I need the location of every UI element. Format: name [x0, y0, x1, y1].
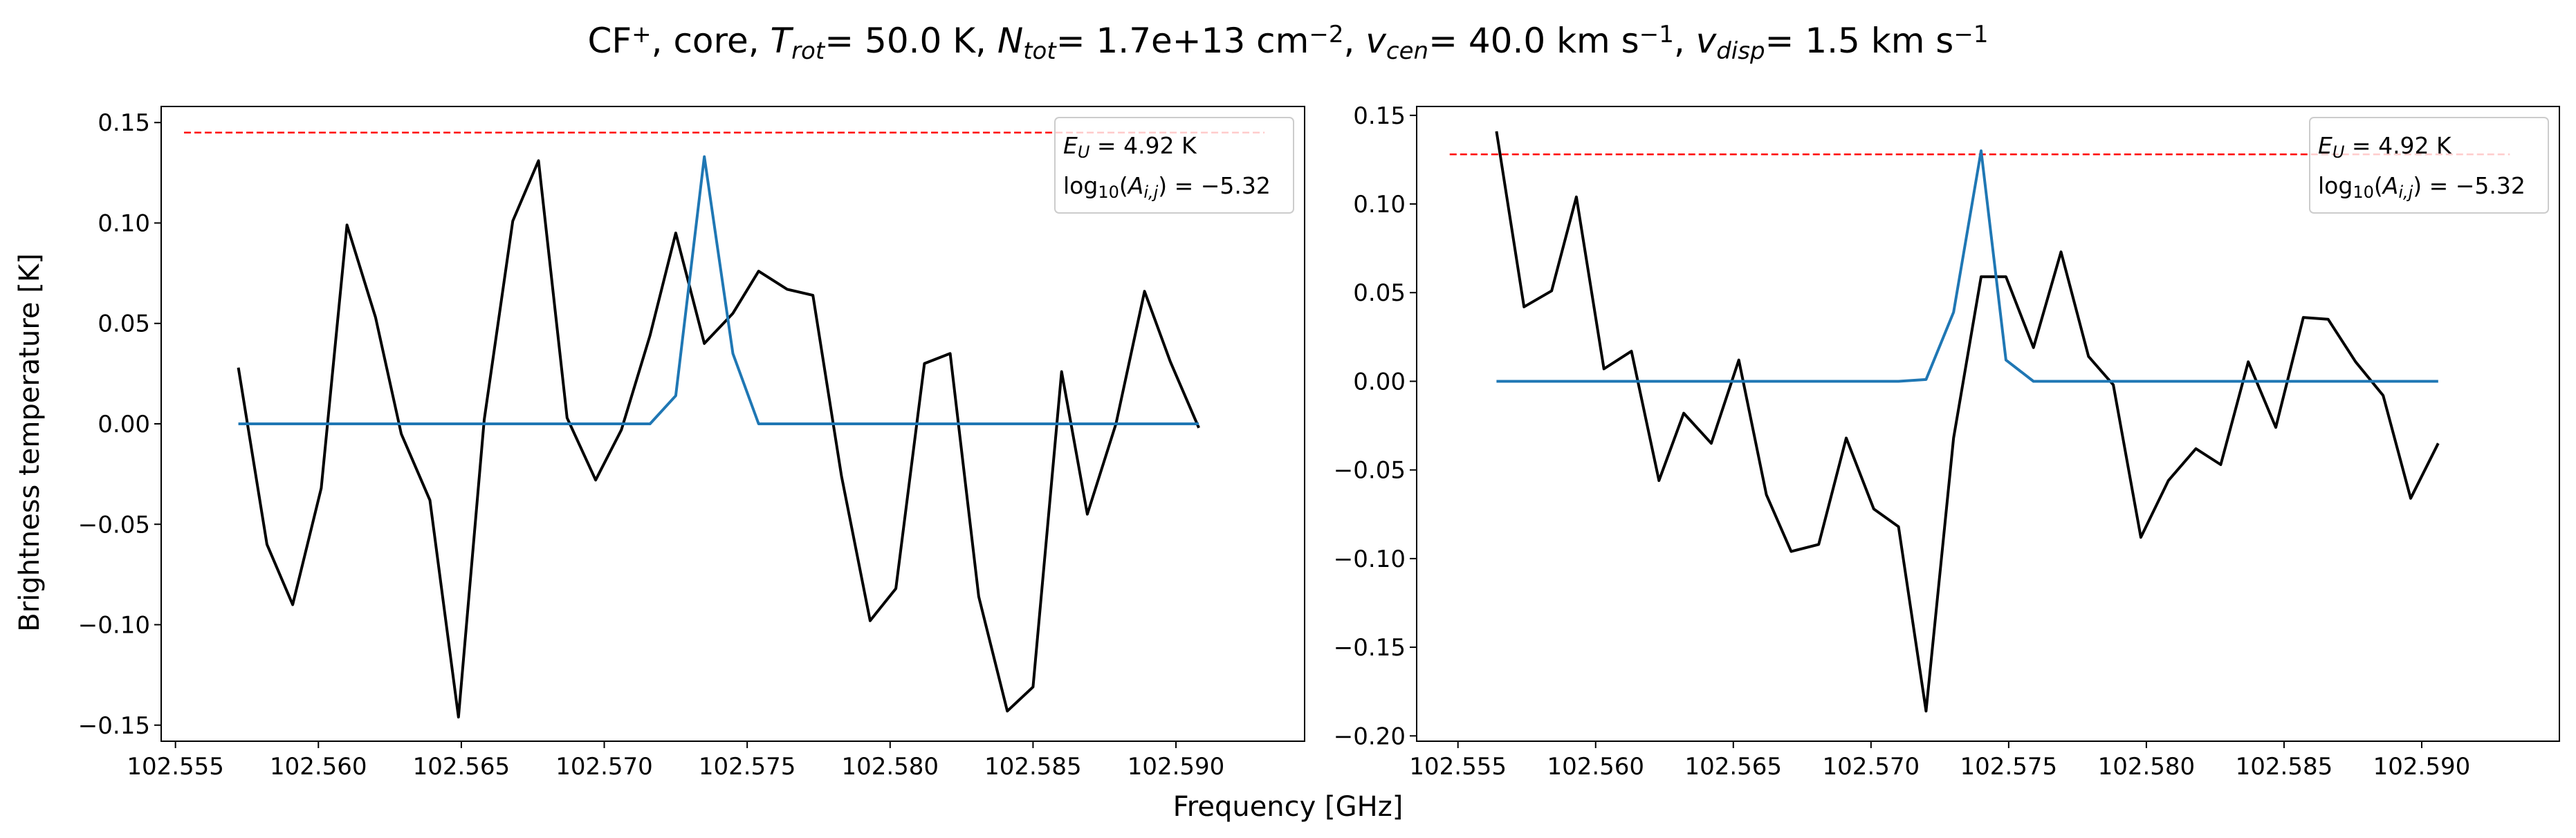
- y-tick-label: −0.10: [1334, 546, 1406, 573]
- observed-spectrum-line: [237, 159, 1200, 719]
- y-tick-label: 0.00: [98, 411, 150, 438]
- x-tick-label: 102.565: [1684, 753, 1782, 781]
- observed-spectrum-line: [1495, 131, 2440, 713]
- y-tick-label: −0.15: [78, 712, 150, 740]
- x-axis-label: Frequency [GHz]: [1173, 791, 1404, 823]
- y-tick-label: 0.15: [1353, 102, 1406, 130]
- y-tick-label: −0.20: [1334, 723, 1406, 750]
- x-tick-label: 102.555: [1409, 753, 1507, 781]
- x-tick-label: 102.575: [699, 753, 796, 781]
- legend-entry-eu: EU​ = 4.92 K: [2318, 132, 2452, 162]
- x-tick-label: 102.580: [2098, 753, 2196, 781]
- figure-title: CF+​, core, Trot​= 50.0 K, Ntot​= 1.7e+1…: [587, 21, 1988, 65]
- y-tick-label: 0.00: [1353, 368, 1406, 395]
- x-tick-label: 102.590: [2373, 753, 2471, 781]
- y-tick-label: −0.15: [1334, 634, 1406, 662]
- plot-2: 102.555 102.560 102.565 102.570 102.575 102.5…: [1334, 102, 2560, 781]
- x-tick-label: 102.585: [2236, 753, 2333, 781]
- legend-entry-log-a: log10​(Ai,j​) = −5.32: [2318, 172, 2526, 202]
- y-tick-label: 0.05: [1353, 279, 1406, 307]
- x-tick-label: 102.590: [1128, 753, 1225, 781]
- y-axis-label: Brightness temperature [K]: [14, 253, 46, 631]
- x-tick-label: 102.555: [127, 753, 224, 781]
- x-tick-label: 102.585: [984, 753, 1082, 781]
- y-tick-label: 0.10: [1353, 191, 1406, 218]
- plot-frame: [1416, 106, 2560, 742]
- x-tick-label: 102.575: [1960, 753, 2058, 781]
- x-tick-label: 102.560: [1547, 753, 1644, 781]
- y-tick-label: −0.05: [1334, 457, 1406, 485]
- y-tick-label: −0.05: [78, 511, 150, 539]
- legend: EU​ = 4.92 K log10​(Ai,j​) = −5.32: [1054, 117, 1294, 214]
- x-tick-label: 102.570: [555, 753, 653, 781]
- y-tick-label: 0.15: [98, 109, 150, 137]
- legend-box: [2309, 117, 2549, 214]
- x-tick-label: 102.570: [1823, 753, 1920, 781]
- legend-entry-log-a: log10​(Ai,j​) = −5.32: [1063, 172, 1271, 202]
- model-spectrum-line: [238, 155, 1199, 425]
- x-tick-label: 102.560: [270, 753, 367, 781]
- legend-entry-eu: EU​ = 4.92 K: [1063, 132, 1197, 162]
- legend: EU​ = 4.92 K log10​(Ai,j​) = −5.32: [2309, 117, 2549, 214]
- plot-1: 102.555 102.560 102.565 102.570 102.575 102.5…: [78, 106, 1305, 781]
- x-tick-label: 102.565: [413, 753, 510, 781]
- y-tick-label: 0.05: [98, 310, 150, 338]
- legend-box: [1054, 117, 1294, 214]
- x-tick-label: 102.580: [841, 753, 939, 781]
- y-tick-label: −0.10: [78, 612, 150, 640]
- model-spectrum-line: [1496, 149, 2438, 383]
- y-tick-label: 0.10: [98, 210, 150, 237]
